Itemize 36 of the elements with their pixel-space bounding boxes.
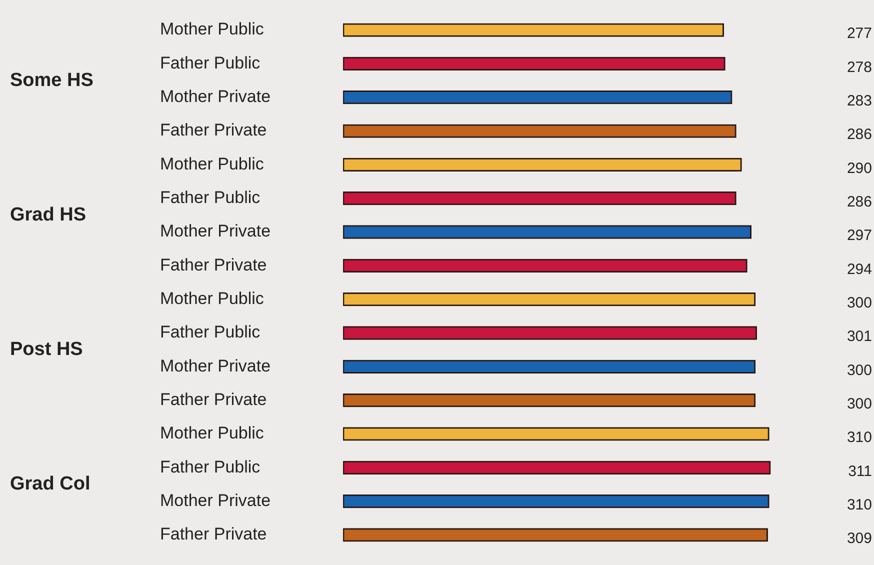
data-label: 277 <box>846 25 872 42</box>
data-label: 301 <box>846 328 872 346</box>
y-tick-label: Father Private <box>160 255 267 274</box>
data-label: 297 <box>846 227 872 244</box>
y-tick-label: Father Private <box>160 120 267 140</box>
y-tick-label: Mother Public <box>160 20 264 39</box>
y-tick-label: Father Public <box>160 188 261 208</box>
data-label: 311 <box>848 462 872 480</box>
y-tick-label: Father Public <box>160 53 261 72</box>
y-tick-label: Mother Private <box>160 87 271 106</box>
text: Grad Col <box>10 474 90 495</box>
data-label: 283 <box>846 92 872 110</box>
text: Grad HS <box>10 204 86 226</box>
text: Some HS <box>10 70 94 91</box>
data-label: 300 <box>846 395 872 412</box>
data-label: 300 <box>846 294 872 312</box>
y-tick-label: Mother Private <box>160 356 271 376</box>
y-tick-label: Mother Public <box>160 424 264 443</box>
y-tick-label: Father Private <box>160 524 267 544</box>
y-tick-label: Mother Public <box>160 154 264 174</box>
data-label: 294 <box>846 260 872 278</box>
data-label: 300 <box>846 362 872 379</box>
y-tick-label: Father Public <box>160 457 261 476</box>
y-tick-label: Father Public <box>160 322 261 342</box>
data-label: 309 <box>846 530 872 548</box>
data-label: 278 <box>846 58 872 76</box>
data-label: 286 <box>846 126 872 144</box>
data-label: 286 <box>846 193 872 210</box>
y-tick-label: Mother Public <box>160 289 264 308</box>
y-tick-label: Father Private <box>160 390 267 410</box>
data-label: 290 <box>846 160 872 177</box>
text: Post HS <box>10 339 83 360</box>
data-label: 310 <box>846 429 872 446</box>
data-label: 310 <box>846 496 872 514</box>
y-tick-label: Mother Private <box>160 222 271 241</box>
y-tick-label: Mother Private <box>160 490 271 510</box>
